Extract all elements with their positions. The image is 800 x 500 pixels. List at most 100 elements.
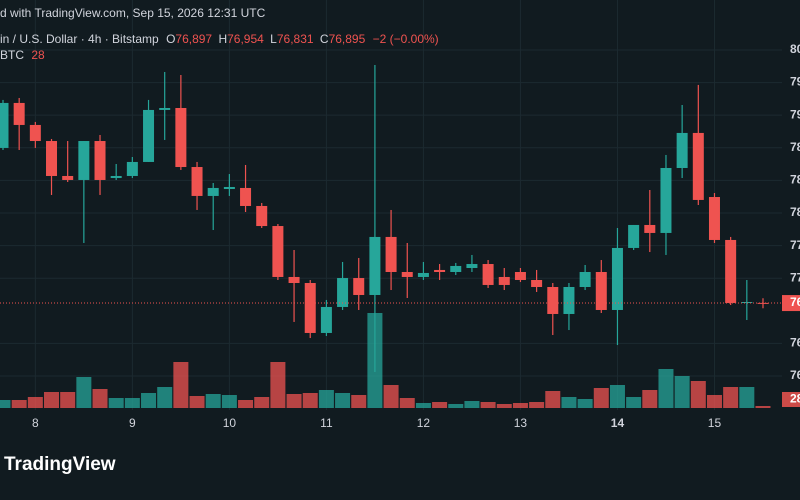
- volume-bar: [480, 402, 496, 408]
- volume-bar: [60, 392, 76, 408]
- candle-body: [563, 287, 575, 314]
- candle-body: [320, 306, 332, 333]
- logo: TradingView: [4, 454, 116, 475]
- candle-body: [369, 236, 381, 295]
- ohlc-value: 76,831: [277, 32, 314, 46]
- volume-bar: [189, 396, 205, 408]
- volume-bar: [706, 395, 722, 408]
- volume-bar: [432, 402, 448, 408]
- volume-bar: [609, 385, 625, 408]
- volume-bar: [577, 399, 593, 408]
- ohlc-prefix: H: [218, 32, 227, 46]
- candle-body: [482, 264, 494, 285]
- volume-bar: [157, 387, 173, 408]
- y-tick-label: 76: [790, 336, 800, 350]
- volume-bar: [76, 377, 92, 408]
- volume-bar: [205, 394, 221, 408]
- volume-bar: [723, 387, 739, 408]
- ohlc-prefix: O: [166, 32, 175, 46]
- volume-bar: [593, 388, 609, 408]
- candle-body: [29, 124, 41, 142]
- candle-body: [595, 272, 607, 310]
- volume-bar: [173, 362, 189, 408]
- candle-body: [304, 283, 316, 333]
- volume-bar: [0, 400, 11, 408]
- volume-bar: [221, 395, 237, 408]
- candle-body: [337, 278, 349, 307]
- volume-bar: [512, 403, 528, 408]
- x-tick-label: 9: [129, 416, 136, 430]
- candle-body: [531, 279, 543, 287]
- volume-bar: [27, 397, 43, 408]
- candle-body: [272, 226, 284, 277]
- candle-body: [514, 272, 526, 280]
- volume-bar: [254, 397, 270, 408]
- candle-body: [159, 108, 171, 110]
- candle-body: [692, 132, 704, 200]
- candle-body: [288, 276, 300, 284]
- volume-bar: [124, 398, 140, 408]
- volume-bar: [739, 387, 755, 408]
- candle-body: [611, 247, 623, 310]
- x-tick-label: 11: [320, 416, 333, 430]
- volume-bar: [674, 376, 690, 408]
- candle-layer: [0, 64, 782, 373]
- candle-body: [223, 186, 235, 190]
- candle-body: [46, 141, 58, 176]
- volume-bar: [496, 404, 512, 408]
- candle-body: [240, 187, 252, 206]
- candle-body: [498, 276, 510, 285]
- volume-bar: [448, 404, 464, 408]
- ohlc-prefix: L: [270, 32, 277, 46]
- candle-body: [628, 224, 640, 248]
- volume-bar: [238, 400, 254, 408]
- x-tick-label: 13: [514, 416, 528, 430]
- y-tick-label: 80: [790, 42, 800, 56]
- change: −2 (−0.00%): [373, 32, 439, 46]
- y-tick-label: 78: [790, 140, 800, 154]
- y-tick-label: 77: [790, 238, 800, 252]
- volume-bar: [399, 398, 415, 408]
- y-tick-label: 77: [790, 270, 800, 284]
- volume-bar: [561, 397, 577, 408]
- volume-bar: [351, 395, 367, 408]
- attribution: d with TradingView.com, Sep 15, 2026 12:…: [0, 6, 266, 20]
- volume-bar: [335, 393, 351, 408]
- volume-bar: [302, 393, 318, 408]
- volume-bar: [464, 401, 480, 408]
- candle-body: [644, 224, 656, 233]
- volume-bar: [270, 362, 286, 408]
- volume-bar: [690, 381, 706, 408]
- candle-body: [126, 161, 138, 176]
- candle-body: [143, 109, 155, 162]
- volume-bar: [545, 391, 561, 408]
- candle-body: [417, 272, 429, 277]
- price-label-bg: [782, 295, 800, 312]
- volume-name: BTC: [0, 48, 24, 62]
- volume-bar: [755, 406, 771, 408]
- candle-body: [256, 205, 268, 227]
- volume-bar: [141, 393, 157, 408]
- volume-label-bg: [782, 392, 800, 407]
- candle-body: [434, 269, 446, 273]
- volume-bar: [318, 390, 334, 408]
- x-tick-label: 14: [611, 416, 625, 430]
- volume-layer: [0, 313, 771, 408]
- y-tick-label: 79: [790, 75, 800, 89]
- volume-label: 28: [790, 392, 800, 406]
- candle-body: [0, 102, 9, 148]
- candle-body: [708, 197, 720, 240]
- y-tick-label: 78: [790, 173, 800, 187]
- price-label: 76: [790, 295, 800, 309]
- volume-bar: [626, 397, 642, 408]
- candle-body: [78, 141, 90, 180]
- candle-body: [547, 287, 559, 314]
- ohlc-prefix: C: [320, 32, 329, 46]
- symbol: in / U.S. Dollar · 4h · Bitstamp: [0, 32, 159, 46]
- x-tick-label: 8: [32, 416, 39, 430]
- volume-bar: [415, 403, 431, 408]
- x-tick-label: 15: [708, 416, 722, 430]
- volume-bar: [658, 369, 674, 408]
